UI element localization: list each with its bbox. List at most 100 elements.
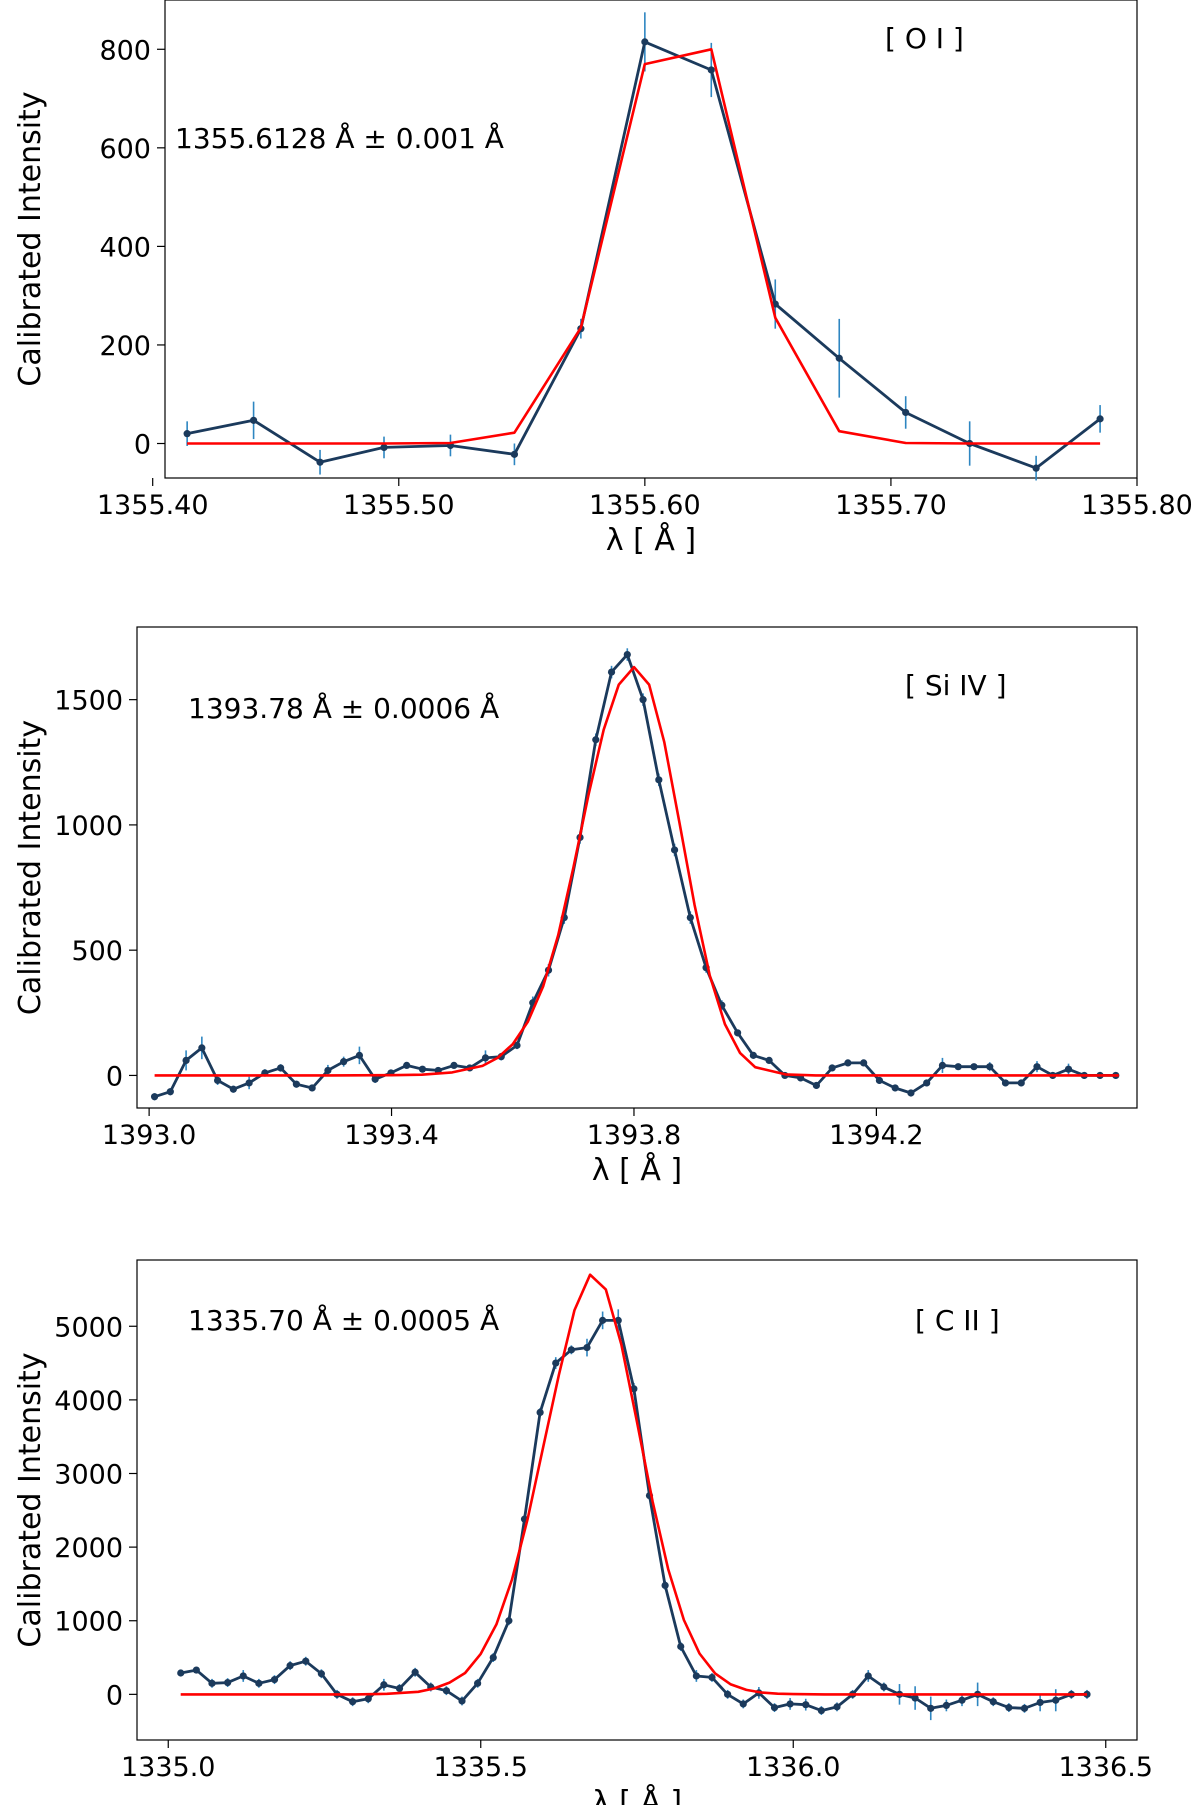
line-label: [ O I ] bbox=[885, 22, 964, 55]
data-point bbox=[1032, 464, 1040, 472]
data-point bbox=[349, 1698, 357, 1706]
data-point bbox=[641, 38, 649, 46]
data-point bbox=[986, 1063, 994, 1071]
y-axis-label: Calibrated Intensity bbox=[13, 720, 48, 1015]
data-point bbox=[192, 1666, 200, 1674]
y-tick-label: 0 bbox=[106, 1680, 123, 1711]
data-point bbox=[1036, 1698, 1044, 1707]
data-point bbox=[442, 1687, 450, 1695]
data-point bbox=[923, 1079, 931, 1087]
data-point bbox=[536, 1408, 544, 1416]
x-tick-label: 1355.50 bbox=[343, 490, 455, 521]
y-tick-label: 3000 bbox=[54, 1459, 123, 1490]
data-point bbox=[249, 416, 258, 424]
fit-line bbox=[180, 1273, 1087, 1696]
observed-line bbox=[180, 1319, 1087, 1712]
data-point bbox=[786, 1700, 794, 1708]
data-point bbox=[411, 1668, 419, 1676]
plot-frame bbox=[136, 626, 1138, 1109]
data-point bbox=[828, 1064, 836, 1072]
x-tick-label: 1355.80 bbox=[1081, 490, 1193, 521]
plot-frame bbox=[164, 0, 1138, 479]
data-point bbox=[474, 1679, 482, 1687]
data-point bbox=[308, 1084, 316, 1092]
data-point bbox=[450, 1061, 458, 1070]
y-tick-label: 800 bbox=[99, 35, 151, 66]
data-point bbox=[505, 1617, 513, 1625]
y-tick-label: 400 bbox=[99, 232, 151, 263]
x-tick-label: 1394.2 bbox=[829, 1120, 923, 1151]
data-point bbox=[317, 1670, 325, 1678]
data-point bbox=[1096, 415, 1104, 423]
x-tick-label: 1393.4 bbox=[344, 1120, 438, 1151]
data-point bbox=[938, 1061, 947, 1070]
y-tick-label: 5000 bbox=[54, 1312, 123, 1343]
data-point bbox=[270, 1676, 279, 1684]
data-point bbox=[255, 1679, 263, 1687]
data-point bbox=[833, 1703, 841, 1711]
data-point bbox=[403, 1061, 411, 1070]
x-tick-label: 1335.0 bbox=[121, 1752, 215, 1783]
data-point bbox=[510, 450, 519, 458]
data-point bbox=[614, 1316, 622, 1324]
data-point bbox=[481, 1054, 490, 1062]
data-point bbox=[513, 1041, 521, 1049]
observed-series bbox=[183, 12, 1104, 481]
data-point bbox=[1020, 1704, 1029, 1712]
x-tick-label: 1393.8 bbox=[587, 1120, 681, 1151]
fit-series bbox=[154, 665, 1119, 1077]
data-point bbox=[208, 1679, 216, 1687]
data-point bbox=[599, 1316, 607, 1324]
data-point bbox=[880, 1683, 888, 1691]
y-tick-label: 1500 bbox=[54, 686, 123, 717]
data-point bbox=[864, 1672, 872, 1680]
data-point bbox=[749, 1051, 757, 1059]
data-point bbox=[607, 668, 616, 676]
data-point bbox=[911, 1694, 919, 1702]
data-point bbox=[844, 1059, 852, 1067]
data-point bbox=[639, 696, 647, 704]
observed-series bbox=[177, 1309, 1091, 1721]
observed-line bbox=[186, 40, 1101, 470]
data-point bbox=[489, 1653, 497, 1662]
wavelength-annotation: 1335.70 Å ± 0.0005 Å bbox=[188, 1303, 499, 1337]
data-point bbox=[182, 1056, 190, 1065]
data-point bbox=[277, 1064, 285, 1072]
y-tick-label: 4000 bbox=[54, 1386, 123, 1417]
data-point bbox=[707, 66, 715, 74]
x-tick-label: 1393.0 bbox=[102, 1120, 196, 1151]
fit-line bbox=[154, 665, 1119, 1077]
data-point bbox=[724, 1690, 732, 1698]
data-point bbox=[324, 1066, 332, 1075]
data-point bbox=[355, 1051, 364, 1059]
x-axis-label: λ [ Å ] bbox=[606, 522, 696, 558]
y-tick-label: 200 bbox=[99, 331, 151, 362]
data-point bbox=[677, 1642, 685, 1651]
data-point bbox=[292, 1080, 300, 1088]
line-label: [ C II ] bbox=[915, 1304, 1000, 1337]
data-point bbox=[670, 846, 679, 854]
data-point bbox=[229, 1085, 237, 1093]
x-tick-label: 1355.40 bbox=[97, 490, 209, 521]
data-point bbox=[239, 1672, 247, 1680]
data-point bbox=[286, 1662, 294, 1670]
data-point bbox=[902, 408, 910, 417]
data-point bbox=[835, 354, 843, 362]
data-point bbox=[739, 1700, 747, 1708]
data-point bbox=[1017, 1079, 1025, 1087]
data-point bbox=[592, 736, 600, 744]
chart-panel: 1335.0 1335.5 1336.0 1336.5 0 1000 2000 3000 400… bbox=[13, 1259, 1153, 1805]
data-point bbox=[1052, 1696, 1060, 1704]
data-point bbox=[198, 1044, 206, 1052]
wavelength-annotation: 1355.6128 Å ± 0.001 Å bbox=[175, 121, 504, 155]
x-tick-label: 1336.5 bbox=[1059, 1752, 1153, 1783]
data-point bbox=[340, 1058, 348, 1066]
data-point bbox=[958, 1696, 966, 1704]
data-point bbox=[302, 1657, 310, 1665]
data-point bbox=[1033, 1063, 1041, 1071]
x-tick-label: 1355.70 bbox=[835, 490, 947, 521]
y-tick-label: 600 bbox=[99, 134, 151, 165]
data-point bbox=[183, 430, 191, 438]
fit-series bbox=[180, 1273, 1087, 1696]
fit-series bbox=[187, 47, 1101, 445]
